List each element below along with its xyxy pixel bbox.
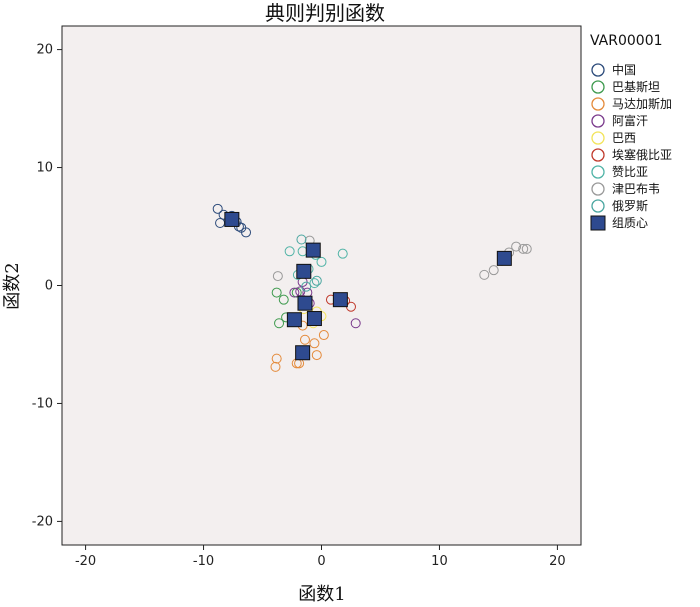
data-point xyxy=(278,294,289,305)
x-tick-label: -20 xyxy=(75,554,96,569)
y-tick-label: 10 xyxy=(36,161,53,176)
data-point xyxy=(521,243,532,254)
data-point xyxy=(479,269,490,280)
legend-marker-circle xyxy=(591,114,605,128)
data-point xyxy=(289,287,300,298)
data-point xyxy=(316,256,327,267)
data-point xyxy=(350,318,361,329)
data-point xyxy=(274,318,285,329)
legend: VAR00001 中国巴基斯坦马达加斯加阿富汗巴西埃塞俄比亚赞比亚津巴布韦俄罗斯… xyxy=(590,33,672,231)
centroid-marker xyxy=(305,242,321,258)
plot-area xyxy=(61,25,582,546)
legend-marker-circle xyxy=(591,148,605,162)
data-point xyxy=(511,241,522,252)
y-tick-label: -10 xyxy=(32,396,53,411)
legend-label: 赞比亚 xyxy=(612,165,648,179)
y-tick-label: 0 xyxy=(45,279,53,294)
x-tick-label: 0 xyxy=(317,554,325,569)
data-point xyxy=(311,350,322,361)
data-point xyxy=(271,353,282,364)
data-point xyxy=(337,248,348,259)
data-point xyxy=(318,330,329,341)
legend-label: 组质心 xyxy=(612,216,648,230)
legend-marker-circle xyxy=(591,63,605,77)
data-point xyxy=(284,246,295,257)
legend-marker-circle xyxy=(591,165,605,179)
legend-label: 津巴布韦 xyxy=(612,182,660,196)
data-point xyxy=(309,278,320,289)
legend-marker-circle xyxy=(591,80,605,94)
legend-label: 阿富汗 xyxy=(612,113,648,128)
data-point xyxy=(241,227,252,238)
legend-label: 中国 xyxy=(612,62,636,77)
data-points xyxy=(212,203,532,372)
centroid-marker xyxy=(496,250,512,266)
x-axis-title: 函数1 xyxy=(298,584,345,605)
legend-marker-circle xyxy=(591,199,605,213)
data-point xyxy=(309,338,320,349)
centroid-marker xyxy=(332,292,348,308)
legend-label: 马达加斯加 xyxy=(612,97,672,111)
data-point xyxy=(272,271,283,282)
legend-label: 巴基斯坦 xyxy=(612,80,660,94)
chart-title: 典则判别函数 xyxy=(265,1,385,25)
axis-ticks: -20 -10 0 10 20 -20 -10 0 10 20 xyxy=(32,43,566,569)
data-point xyxy=(518,243,529,254)
centroid-marker xyxy=(286,312,302,328)
legend-label: 埃塞俄比亚 xyxy=(612,147,672,162)
centroid-marker xyxy=(297,295,313,311)
centroid-marker xyxy=(295,345,311,361)
legend-label: 俄罗斯 xyxy=(612,199,648,213)
legend-marker-circle xyxy=(591,182,605,196)
data-point xyxy=(311,275,322,286)
legend-marker-circle xyxy=(591,131,605,145)
legend-label: 巴西 xyxy=(612,131,636,145)
data-point xyxy=(270,361,281,372)
data-point xyxy=(296,234,307,245)
legend-marker-circle xyxy=(591,97,605,111)
y-tick-label: 20 xyxy=(36,43,53,58)
x-tick-label: 20 xyxy=(549,554,566,569)
x-tick-label: -10 xyxy=(193,554,214,569)
data-point xyxy=(301,281,312,292)
legend-title: VAR00001 xyxy=(590,33,663,49)
data-point xyxy=(271,287,282,298)
data-point xyxy=(488,265,499,276)
centroid-marker xyxy=(306,311,322,327)
x-tick-label: 10 xyxy=(431,554,448,569)
y-axis-title: 函数2 xyxy=(2,262,23,309)
centroid-marker xyxy=(296,263,312,279)
centroid-marker xyxy=(224,211,240,227)
data-point xyxy=(212,203,223,214)
y-tick-label: -20 xyxy=(32,514,53,529)
legend-marker-square xyxy=(590,215,606,231)
data-point xyxy=(299,334,310,345)
